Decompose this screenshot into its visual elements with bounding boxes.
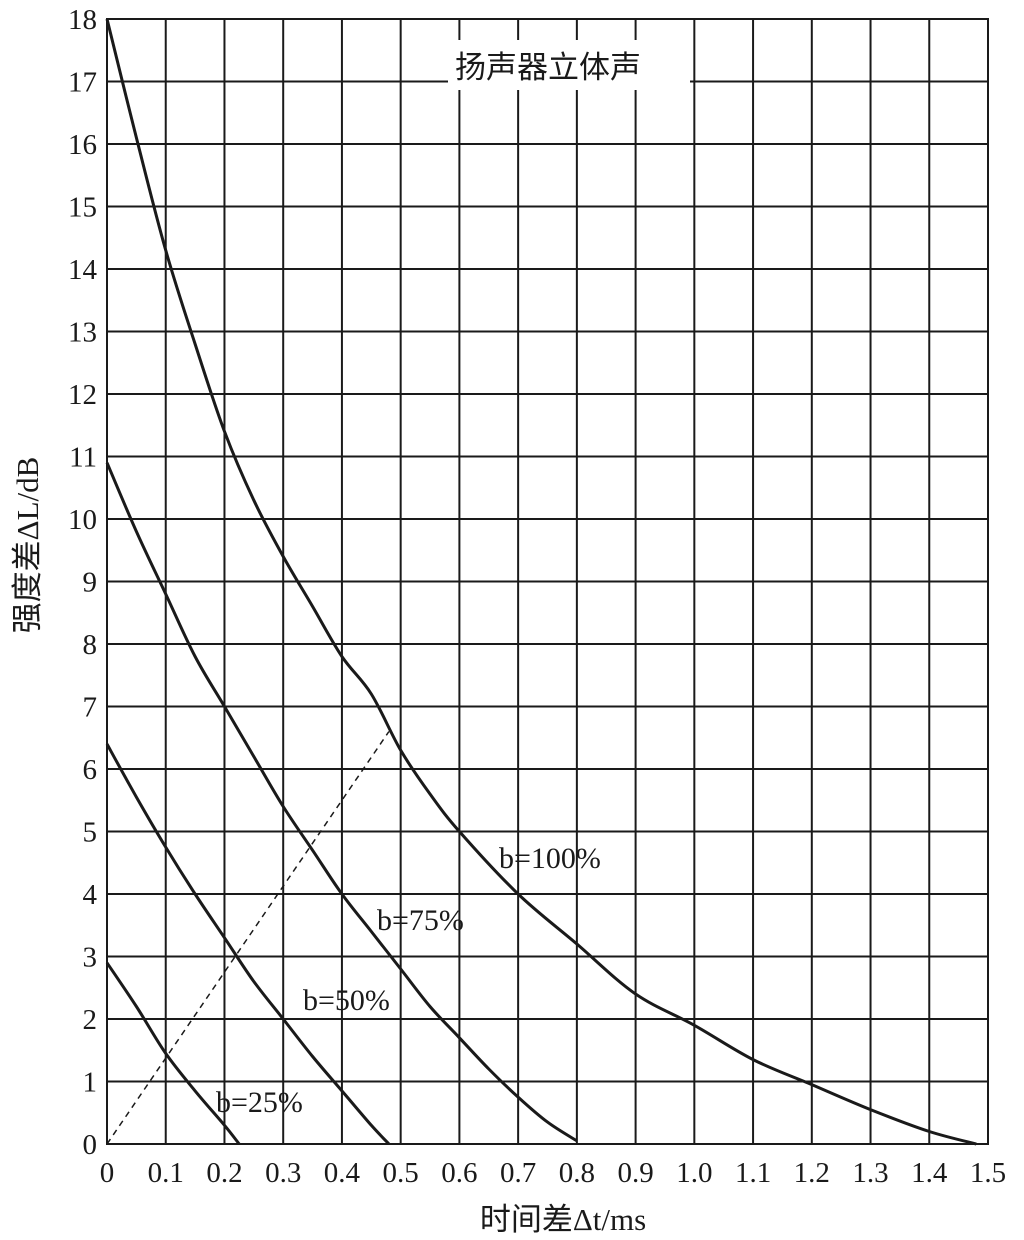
x-tick-labels: 0 0.1 0.2 0.3 0.4 0.5 0.6 0.7 0.8 0.9 1.0 1.1 1.2 1.3… [100, 1157, 1006, 1189]
x-tick-label: 0.2 [206, 1157, 242, 1189]
series-lines [105, 18, 977, 1146]
x-tick-label: 0.3 [265, 1157, 301, 1189]
y-tick-label: 1 [83, 1067, 98, 1099]
x-tick-label: 1.5 [970, 1157, 1006, 1189]
plot-frame [106, 18, 989, 1145]
chart-title: 扬声器立体声 [455, 50, 641, 86]
x-tick-label: 1.1 [735, 1157, 771, 1189]
y-tick-label: 5 [83, 817, 98, 849]
y-tick-label: 2 [83, 1004, 98, 1036]
y-tick-label: 6 [83, 754, 98, 786]
grid-lines [106, 18, 989, 1145]
series-label: b=50% [303, 984, 390, 1017]
y-tick-label: 0 [83, 1129, 98, 1161]
y-tick-label: 4 [83, 879, 98, 911]
x-tick-label: 0.8 [559, 1157, 595, 1189]
y-tick-label: 7 [83, 692, 98, 724]
series-line [105, 462, 578, 1143]
x-tick-label: 1.4 [911, 1157, 948, 1189]
y-tick-label: 3 [83, 942, 98, 974]
series-label: b=25% [216, 1086, 303, 1119]
x-tick-label: 0.6 [441, 1157, 477, 1189]
x-tick-label: 1.3 [852, 1157, 888, 1189]
series-line [105, 961, 241, 1145]
series-label: b=75% [377, 904, 464, 937]
y-tick-label: 13 [68, 317, 97, 349]
y-axis-title: 强度差ΔL/dB [10, 457, 45, 634]
x-tick-label: 1.0 [676, 1157, 712, 1189]
y-tick-label: 11 [69, 442, 97, 474]
series-label: b=100% [499, 842, 601, 875]
x-tick-label: 0.1 [148, 1157, 184, 1189]
y-tick-label: 12 [68, 379, 97, 411]
x-tick-label: 0.9 [617, 1157, 653, 1189]
y-tick-label: 15 [68, 192, 97, 224]
chart-title-background [448, 40, 690, 90]
x-tick-label: 1.2 [794, 1157, 830, 1189]
series-line [105, 18, 977, 1146]
series-line [105, 743, 390, 1146]
y-tick-label: 17 [68, 67, 97, 99]
y-tick-label: 9 [83, 567, 98, 599]
x-axis-title: 时间差Δt/ms [480, 1202, 646, 1237]
y-tick-label: 16 [68, 129, 97, 161]
x-tick-label: 0.4 [324, 1157, 361, 1189]
y-tick-label: 14 [68, 254, 98, 286]
y-tick-label: 18 [68, 4, 97, 36]
series-labels: b=100% b=75% b=50% b=25% [216, 842, 601, 1119]
x-tick-label: 0.5 [383, 1157, 419, 1189]
y-tick-label: 10 [68, 504, 97, 536]
x-tick-label: 0.7 [500, 1157, 536, 1189]
x-tick-label: 0 [100, 1157, 115, 1189]
y-tick-label: 8 [83, 629, 98, 661]
